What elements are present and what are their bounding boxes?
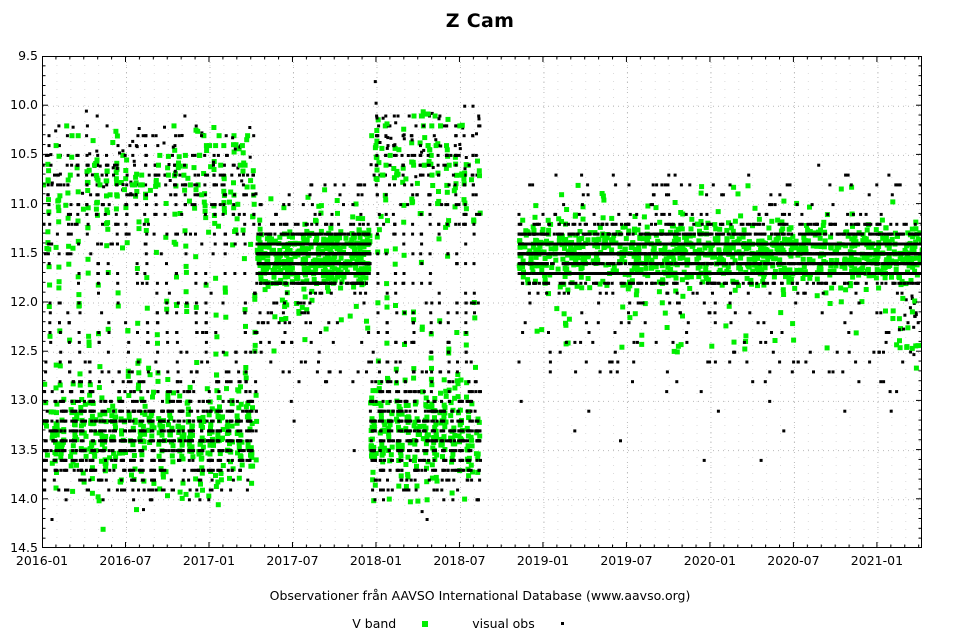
y-axis-labels: 9.5 10.0 10.5 11.0 11.5 12.0 12.5 13.0 13.5 14.0 1…: [0, 49, 38, 554]
plot-area[interactable]: [42, 56, 922, 548]
x-axis-labels: 2016-01 2016-07 2017-01 2017-07 2018-01 2018-…: [0, 553, 960, 573]
scatter-data: [43, 80, 921, 532]
y-tick-label: 13.0: [10, 392, 38, 408]
legend-entry-v-band: V band: [352, 616, 472, 631]
y-tick-label: 9.5: [18, 48, 38, 63]
x-tick-label: 2016-07: [99, 553, 152, 568]
y-tick-label: 10.0: [10, 97, 38, 113]
x-tick-label: 2019-07: [600, 553, 653, 568]
y-tick-label: 14.5: [10, 540, 38, 555]
y-tick-label: 14.0: [10, 490, 38, 506]
y-tick-label: 11.5: [10, 244, 38, 260]
legend-swatch-visual-obs-icon: [560, 622, 564, 625]
chart-legend: V band visual obs: [0, 616, 960, 631]
x-tick-label: 2020-01: [683, 553, 737, 568]
chart-caption: Observationer från AAVSO International D…: [269, 588, 691, 603]
gridlines: [43, 57, 921, 547]
x-tick-label: 2021-01: [850, 553, 904, 568]
x-tick-label: 2018-01: [349, 553, 403, 568]
y-tick-label: 13.5: [10, 441, 38, 457]
legend-swatch-v-band-icon: [422, 620, 429, 627]
legend-label-v-band: V band: [352, 616, 397, 631]
y-tick-label: 12.0: [10, 294, 38, 309]
x-tick-label: 2016-01: [15, 553, 69, 568]
legend-entry-visual-obs: visual obs: [472, 616, 608, 631]
page-title: Z Cam: [445, 10, 515, 32]
x-tick-label: 2017-01: [182, 553, 236, 568]
y-tick-label: 12.5: [10, 343, 38, 359]
y-tick-label: 10.5: [10, 146, 38, 162]
x-tick-label: 2018-07: [433, 553, 486, 568]
x-tick-label: 2017-07: [266, 553, 319, 568]
x-tick-label: 2019-01: [516, 553, 570, 568]
y-tick-label: 11.0: [10, 195, 38, 211]
x-tick-label: 2020-07: [767, 553, 820, 568]
legend-label-visual-obs: visual obs: [472, 616, 535, 631]
